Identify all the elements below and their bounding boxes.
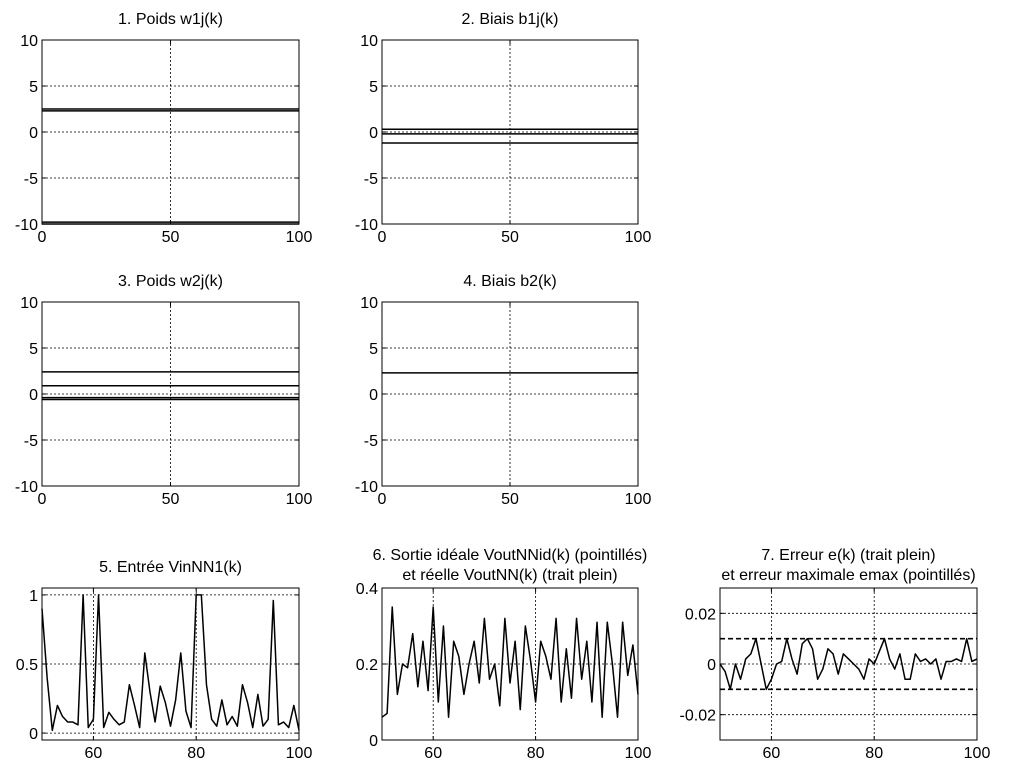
series-line-p7-0 (719, 637, 978, 691)
plot-title: 4. Biais b2(k) (463, 273, 556, 290)
x-tick-label: 80 (865, 745, 883, 762)
x-tick-label: 100 (964, 745, 991, 762)
y-tick-label: 0 (29, 726, 38, 743)
plot-p7: 60 80 100 -0.02 0 0.02 7. Erreur e(k) (trait p… (680, 547, 991, 762)
y-tick-label: 0 (369, 125, 378, 142)
x-tick-label: 50 (162, 229, 180, 246)
y-tick-label: 0 (29, 125, 38, 142)
y-tick-label: 5 (29, 79, 38, 96)
y-tick-label: -5 (364, 171, 378, 188)
plot-title: 5. Entrée VinNN1(k) (99, 559, 242, 576)
y-tick-label: 5 (369, 79, 378, 96)
y-tick-label: 10 (20, 295, 38, 312)
y-tick-label: -5 (24, 433, 38, 450)
y-tick-label: 0.2 (356, 657, 378, 674)
y-tick-label: 1 (29, 588, 38, 605)
y-tick-label: 5 (29, 341, 38, 358)
y-tick-label: 5 (369, 341, 378, 358)
x-tick-label: 50 (501, 491, 519, 508)
y-tick-label: 0.4 (356, 581, 378, 598)
x-tick-label: 100 (625, 229, 652, 246)
y-tick-label: 0 (29, 387, 38, 404)
plot-p2: 0 50 100 -10 -5 0 5 10 2. Biais b1j(k) (355, 11, 652, 246)
x-tick-label: 50 (501, 229, 519, 246)
plot-title: 2. Biais b1j(k) (462, 11, 559, 28)
plot-p5: 60 80 100 0 0.5 1 5. Entrée VinNN1(k) (16, 559, 313, 762)
plot-title: 6. Sortie idéale VoutNNid(k) (pointillés… (373, 547, 648, 564)
plot-subtitle: et erreur maximale emax (pointillés) (721, 567, 975, 584)
plot-p1: 0 50 100 -10 -5 0 5 10 1. Poids w1j(k) (15, 11, 313, 246)
x-tick-label: 0 (38, 491, 47, 508)
x-tick-label: 100 (286, 491, 313, 508)
series-line-p5-0 (41, 594, 300, 732)
x-tick-label: 60 (763, 745, 781, 762)
x-tick-label: 80 (527, 745, 545, 762)
y-tick-label: 10 (20, 33, 38, 50)
y-tick-label: 10 (360, 33, 378, 50)
plot-p6: 60 80 100 0 0.2 0.4 6. Sortie idéale VoutNNid(… (356, 547, 652, 762)
x-tick-label: 60 (85, 745, 103, 762)
plot-title: 7. Erreur e(k) (trait plein) (761, 547, 935, 564)
y-tick-label: -10 (355, 217, 378, 234)
y-tick-label: 0 (369, 387, 378, 404)
plot-title: 3. Poids w2j(k) (118, 273, 223, 290)
y-tick-label: 10 (360, 295, 378, 312)
plot-title: 1. Poids w1j(k) (118, 11, 223, 28)
y-tick-label: 0.02 (685, 606, 716, 623)
x-tick-label: 100 (625, 491, 652, 508)
y-tick-label: -10 (15, 217, 38, 234)
x-tick-label: 100 (625, 745, 652, 762)
x-tick-label: 0 (378, 491, 387, 508)
y-tick-label: -5 (364, 433, 378, 450)
x-tick-label: 60 (424, 745, 442, 762)
y-tick-label: -10 (355, 479, 378, 496)
plot-p3: 0 50 100 -10 -5 0 5 10 3. Poids w2j(k) (15, 273, 313, 508)
y-tick-label: 0 (369, 733, 378, 750)
x-tick-label: 0 (378, 229, 387, 246)
x-tick-label: 80 (187, 745, 205, 762)
y-tick-label: -10 (15, 479, 38, 496)
x-tick-label: 100 (286, 229, 313, 246)
y-tick-label: 0 (707, 657, 716, 674)
plot-p4: 0 50 100 -10 -5 0 5 10 4. Biais b2(k) (355, 273, 652, 508)
y-tick-label: -0.02 (680, 708, 717, 725)
x-tick-label: 50 (162, 491, 180, 508)
y-tick-label: -5 (24, 171, 38, 188)
plot-subtitle: et réelle VoutNN(k) (trait plein) (402, 567, 617, 584)
series-line-p6-0 (381, 606, 639, 718)
x-tick-label: 0 (38, 229, 47, 246)
x-tick-label: 100 (286, 745, 313, 762)
y-tick-label: 0.5 (16, 657, 38, 674)
